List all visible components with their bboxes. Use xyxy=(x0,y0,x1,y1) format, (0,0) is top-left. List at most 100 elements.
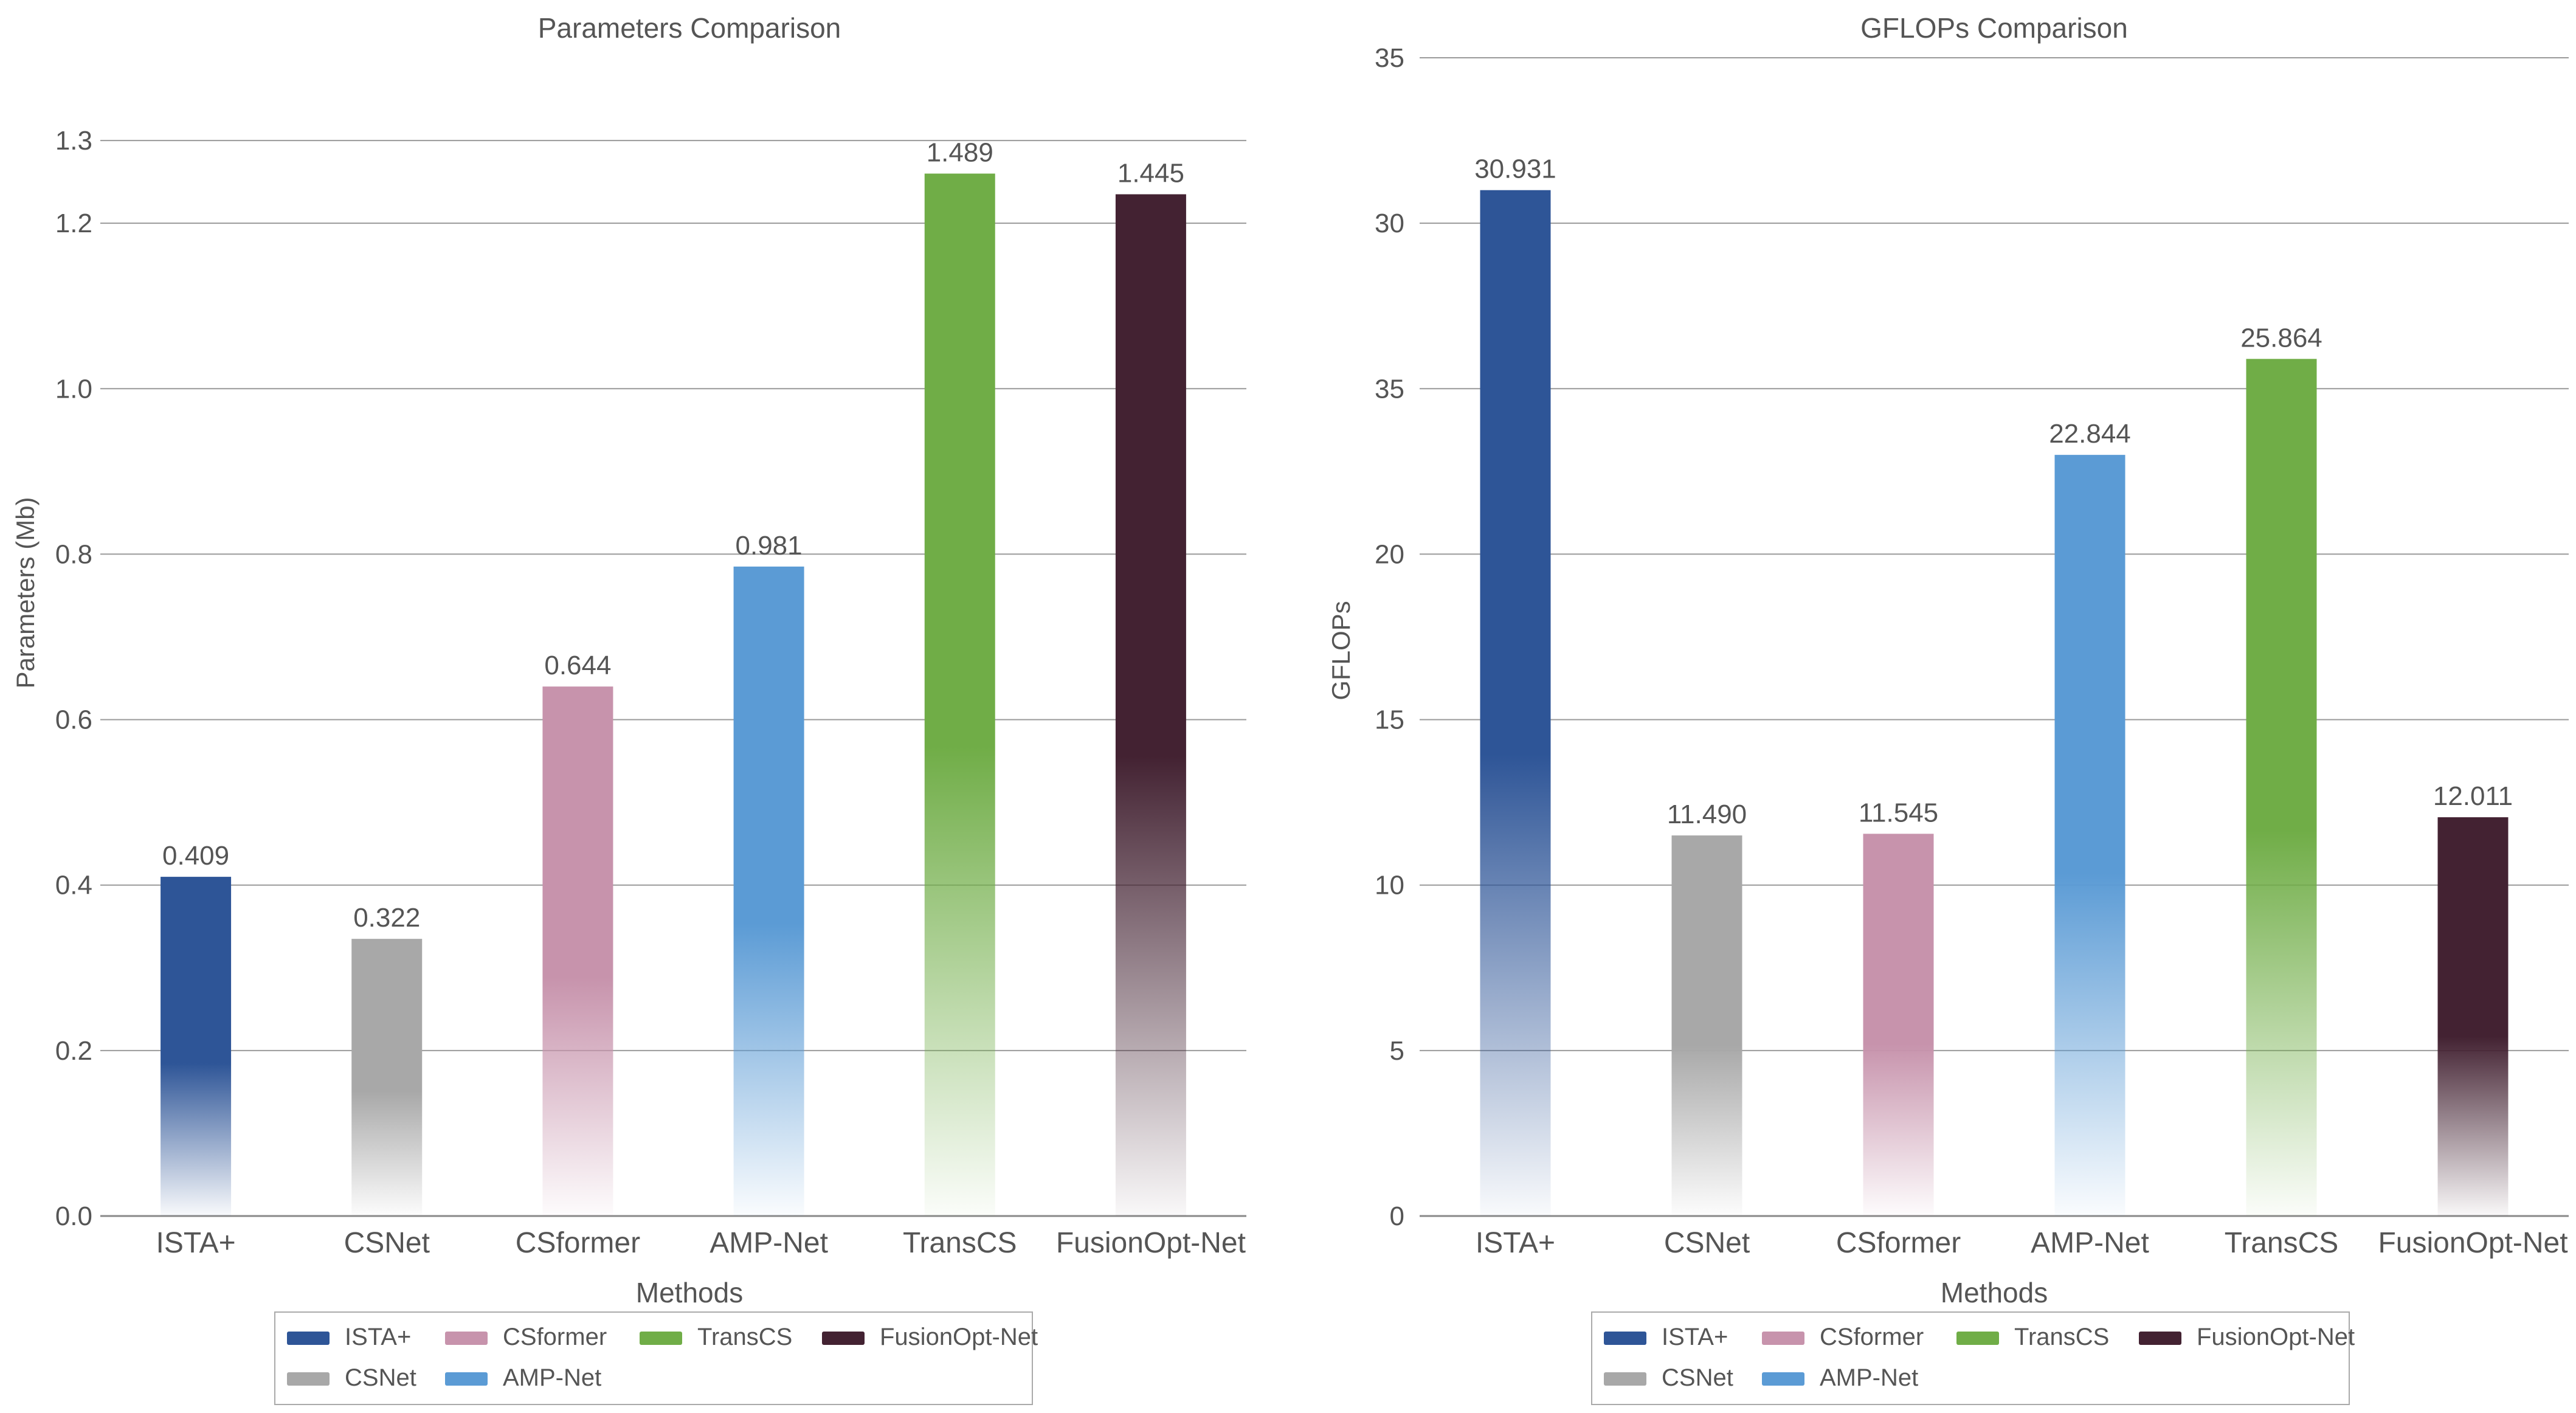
bars xyxy=(161,173,1186,1217)
x-tick-labels: ISTA+ CSNet CSformer AMP-Net TransCS FusionOp… xyxy=(1476,1227,2568,1259)
y-axis-label: Parameters (Mb) xyxy=(11,497,40,688)
legend-swatch xyxy=(1604,1372,1646,1386)
value-label: 11.490 xyxy=(1667,800,1747,829)
legend-swatch xyxy=(1604,1332,1646,1345)
legend-label: CSNet xyxy=(1662,1364,1733,1391)
legend-label: AMP-Net xyxy=(1820,1364,1918,1391)
y-tick-labels: 0 5 10 15 20 35 30 35 xyxy=(1375,43,1404,1231)
y-tick-label: 15 xyxy=(1375,705,1404,735)
legend-box xyxy=(274,1311,1033,1405)
y-tick-label: 10 xyxy=(1375,871,1404,900)
legend-swatch xyxy=(445,1332,488,1345)
value-label: 12.011 xyxy=(2433,781,2513,811)
x-tick-label: CSNet xyxy=(1664,1227,1750,1259)
bar-ista- xyxy=(1480,190,1551,1216)
legend-label: CSformer xyxy=(503,1324,607,1350)
y-tick-label: 35 xyxy=(1375,374,1404,404)
x-tick-label: CSformer xyxy=(516,1227,640,1259)
legend-label: FusionOpt-Net xyxy=(880,1324,1038,1350)
gridlines xyxy=(1420,57,2569,1217)
legend: ISTA+ CSformer TransCS FusionOpt-Net CSNet AM… xyxy=(1591,1311,2355,1405)
x-tick-label: CSformer xyxy=(1836,1227,1961,1259)
legend-swatch xyxy=(1762,1372,1804,1386)
bar-fusionopt-net xyxy=(2437,817,2509,1216)
x-tick-label: FusionOpt-Net xyxy=(1056,1227,1246,1259)
value-labels: 30.931 11.490 11.545 22.844 25.864 12.011 xyxy=(1474,154,2513,829)
y-axis-label: GFLOPs xyxy=(1327,601,1355,700)
y-tick-label: 0.6 xyxy=(55,705,92,735)
legend-swatch xyxy=(1762,1332,1804,1345)
x-tick-label: ISTA+ xyxy=(156,1227,236,1259)
bar-csformer xyxy=(1863,834,1934,1216)
value-label: 0.981 xyxy=(736,531,803,561)
bar-csformer xyxy=(542,686,613,1216)
bar-amp-net xyxy=(733,566,804,1216)
x-axis-label: Methods xyxy=(1941,1277,2048,1308)
legend-label: FusionOpt-Net xyxy=(2197,1324,2355,1350)
y-tick-label: 0.4 xyxy=(55,871,92,900)
legend-swatch xyxy=(1956,1332,1999,1345)
legend-label: TransCS xyxy=(697,1324,792,1350)
bar-csnet xyxy=(351,939,423,1216)
x-axis-label: Methods xyxy=(636,1277,743,1308)
x-tick-label: TransCS xyxy=(903,1227,1017,1259)
gflops-chart: GFLOPs Comparison GFLOPs Methods 0 5 10 15 2… xyxy=(1327,12,2569,1405)
bars xyxy=(1480,190,2509,1217)
legend-swatch xyxy=(287,1332,330,1345)
bar-amp-net xyxy=(2054,455,2125,1217)
y-tick-label: 0.2 xyxy=(55,1036,92,1066)
x-tick-labels: ISTA+ CSNet CSformer AMP-Net TransCS FusionOp… xyxy=(156,1227,1246,1259)
y-tick-label: 1.0 xyxy=(55,374,92,404)
x-tick-label: FusionOpt-Net xyxy=(2378,1227,2567,1259)
legend: ISTA+ CSformer TransCS FusionOpt-Net CSNet AM… xyxy=(274,1311,1038,1405)
legend-label: ISTA+ xyxy=(1662,1324,1728,1350)
y-tick-label: 0 xyxy=(1390,1201,1404,1231)
y-tick-label: 0.0 xyxy=(55,1201,92,1231)
value-label: 0.644 xyxy=(544,651,611,680)
x-tick-label: CSNet xyxy=(344,1227,430,1259)
value-label: 22.844 xyxy=(2049,419,2131,449)
legend-label: AMP-Net xyxy=(503,1364,601,1391)
legend-label: CSformer xyxy=(1820,1324,1924,1350)
y-tick-label: 35 xyxy=(1375,43,1404,73)
value-label: 0.322 xyxy=(353,903,420,933)
y-tick-label: 1.2 xyxy=(55,209,92,238)
x-tick-label: AMP-Net xyxy=(2031,1227,2149,1259)
x-tick-label: AMP-Net xyxy=(710,1227,828,1259)
bar-fusionopt-net xyxy=(1115,194,1186,1217)
bar-csnet xyxy=(1671,835,1742,1216)
legend-swatch xyxy=(640,1332,682,1345)
legend-swatch xyxy=(822,1332,865,1345)
value-labels: 0.409 0.322 0.644 0.981 1.489 1.445 xyxy=(162,138,1184,933)
y-tick-label: 30 xyxy=(1375,209,1404,238)
gridlines xyxy=(100,140,1246,1217)
legend-swatch xyxy=(2139,1332,2181,1345)
bar-transcs xyxy=(2246,359,2317,1216)
x-tick-label: TransCS xyxy=(2225,1227,2339,1259)
y-tick-label: 1.3 xyxy=(55,126,92,156)
chart-title: Parameters Comparison xyxy=(538,12,841,44)
y-tick-label: 0.8 xyxy=(55,539,92,569)
value-label: 1.489 xyxy=(927,138,993,168)
legend-label: CSNet xyxy=(345,1364,416,1391)
legend-box xyxy=(1591,1311,2350,1405)
value-label: 30.931 xyxy=(1474,154,1556,184)
value-label: 1.445 xyxy=(1117,159,1184,188)
bar-ista- xyxy=(161,877,232,1216)
y-tick-label: 20 xyxy=(1375,539,1404,569)
legend-label: ISTA+ xyxy=(345,1324,411,1350)
legend-label: TransCS xyxy=(2014,1324,2109,1350)
y-tick-label: 5 xyxy=(1390,1036,1404,1066)
legend-swatch xyxy=(287,1372,330,1386)
x-tick-label: ISTA+ xyxy=(1476,1227,1555,1259)
value-label: 11.545 xyxy=(1859,798,1938,827)
value-label: 0.409 xyxy=(162,841,229,871)
legend-swatch xyxy=(445,1372,488,1386)
value-label: 25.864 xyxy=(2240,323,2322,353)
chart-title: GFLOPs Comparison xyxy=(1860,12,2128,44)
bar-transcs xyxy=(924,173,995,1216)
y-tick-labels: 0.0 0.2 0.4 0.6 0.8 1.0 1.2 1.3 xyxy=(55,126,92,1231)
parameters-chart: Parameters Comparison Parameters (Mb) Me… xyxy=(11,12,1246,1405)
